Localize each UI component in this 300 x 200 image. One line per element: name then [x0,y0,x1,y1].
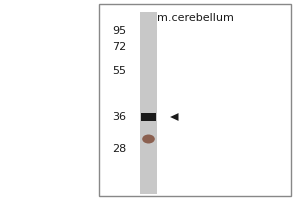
FancyBboxPatch shape [140,12,157,194]
Text: 95: 95 [112,26,126,36]
Ellipse shape [142,134,155,144]
Text: 72: 72 [112,42,126,52]
Text: 36: 36 [112,112,126,122]
FancyBboxPatch shape [141,113,156,121]
Polygon shape [170,113,178,121]
Text: 55: 55 [112,66,126,76]
Text: 28: 28 [112,144,126,154]
FancyBboxPatch shape [99,4,291,196]
Text: m.cerebellum: m.cerebellum [157,13,233,23]
